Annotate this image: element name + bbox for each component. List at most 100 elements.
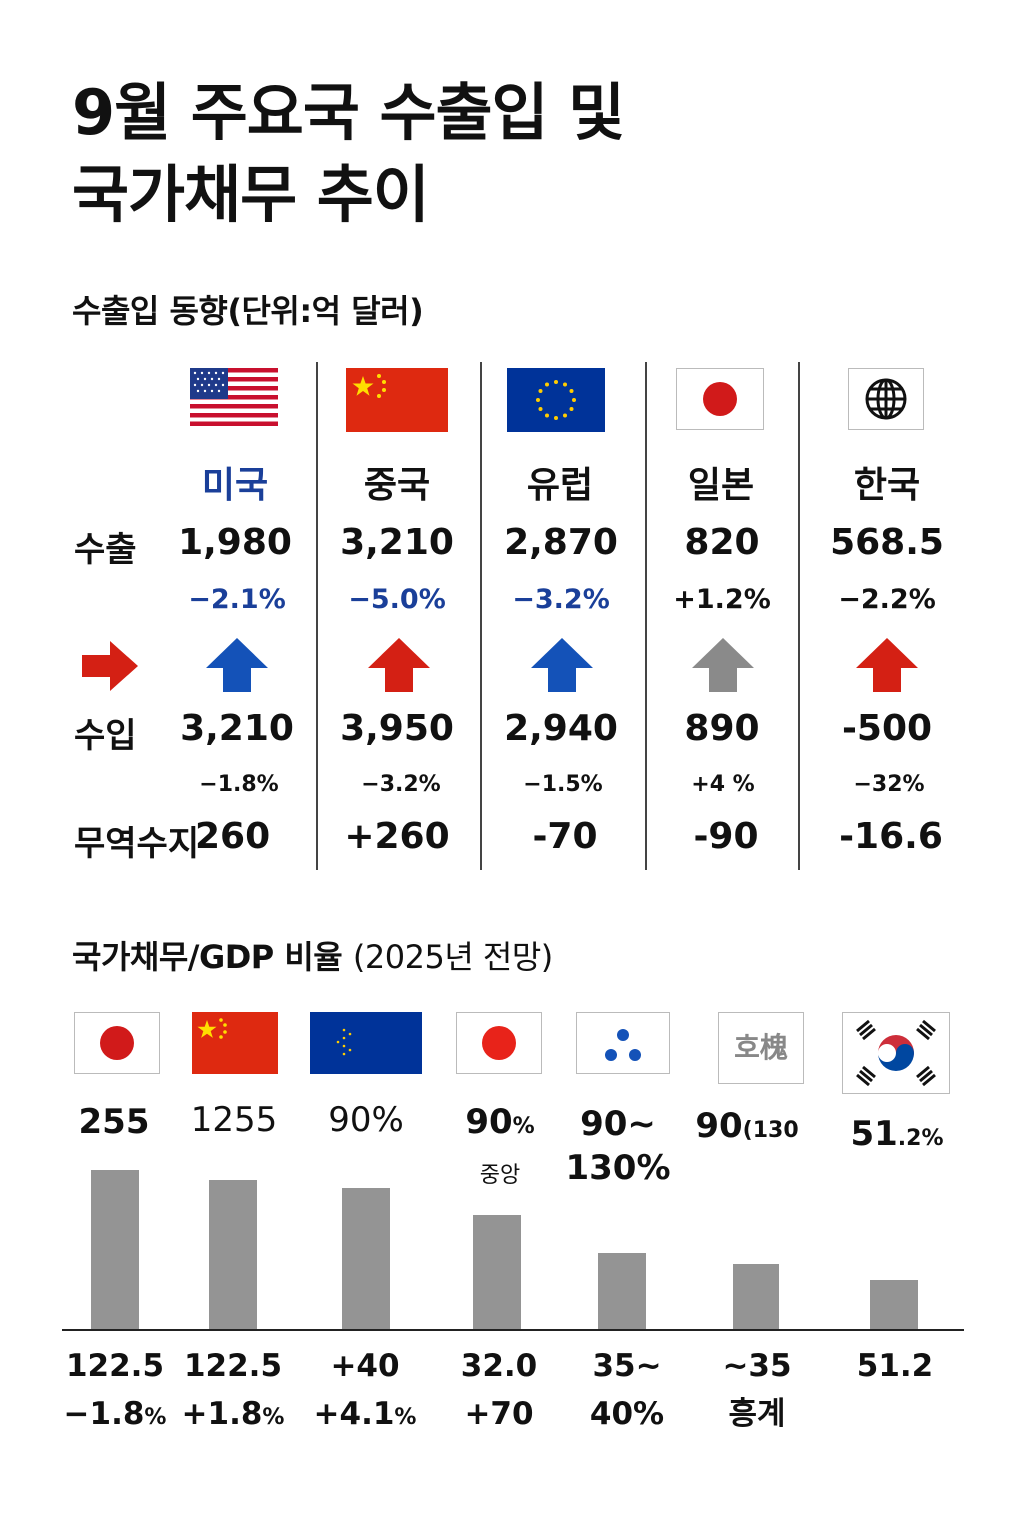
import-value: -500: [841, 708, 933, 749]
column-divider: [798, 362, 800, 870]
import-row-label: 수입: [74, 716, 137, 756]
label-small: (130: [742, 1118, 799, 1143]
china-flag: [192, 1012, 278, 1074]
debt-bottom-label: +40 +4.1%: [290, 1342, 440, 1442]
label-main: 1255: [190, 1100, 278, 1140]
debt-top-label: 90~ 130%: [548, 1102, 688, 1190]
export-change: −3.2%: [512, 584, 610, 615]
import-change: −3.2%: [361, 772, 441, 797]
label-line1: +40: [330, 1348, 400, 1384]
column-divider: [316, 362, 318, 870]
country-name-eu: 유럽: [526, 465, 594, 506]
dots-logo: [576, 1012, 670, 1074]
japan-flag: [74, 1012, 160, 1074]
label-main: 90%: [328, 1100, 404, 1140]
export-change: −5.0%: [348, 584, 446, 615]
korea-flag: [842, 1012, 950, 1094]
import-value: 3,210: [180, 708, 294, 749]
chart-baseline: [62, 1329, 964, 1331]
column-divider: [480, 362, 482, 870]
country-name-japan: 일본: [687, 465, 755, 506]
export-change: +1.2%: [673, 584, 771, 615]
label-line2: +1.8: [181, 1396, 263, 1432]
country-name-china: 중국: [363, 465, 431, 506]
country-name-us: 미국: [201, 465, 269, 506]
page-title: 9월 주요국 수출입 및 국가채무 추이: [72, 72, 625, 236]
debt-bottom-label: 122.5 +1.8%: [158, 1342, 308, 1442]
debt-ratio-bar: [733, 1264, 779, 1329]
label-main: 90~: [580, 1104, 656, 1144]
column-divider: [645, 362, 647, 870]
up-arrow-icon: [692, 638, 754, 692]
label-main: 51: [850, 1114, 898, 1154]
balance-value: -16.6: [839, 816, 943, 857]
debt-heading-text: 국가채무/GDP 비율: [72, 938, 343, 976]
label-line1: 122.5: [65, 1348, 165, 1384]
label-line2: +70: [464, 1396, 534, 1432]
country-name-korea: 한국: [853, 465, 921, 506]
debt-top-label: 90%: [296, 1098, 436, 1142]
title-line-1: 9월 주요국 수출입 및: [72, 76, 625, 149]
export-row-label: 수출: [74, 530, 137, 570]
label-line1: ~35: [722, 1348, 792, 1384]
label-line2: 흥계: [728, 1396, 786, 1432]
up-arrow-icon: [531, 638, 593, 692]
debt-bottom-label: 32.0 +70: [424, 1342, 574, 1438]
up-arrow-icon: [206, 638, 268, 692]
export-value: 820: [684, 522, 760, 563]
label-second: 중앙: [479, 1163, 521, 1188]
debt-top-label: 90% 중앙: [430, 1100, 570, 1198]
debt-bottom-label: ~35 흥계: [682, 1342, 832, 1438]
debt-ratio-bar: [598, 1253, 646, 1329]
right-arrow-icon: [82, 641, 138, 691]
label-main: 90: [695, 1106, 743, 1146]
label-main: 255: [78, 1102, 150, 1142]
label-line2: 40%: [589, 1396, 665, 1432]
debt-top-label: 90(130: [672, 1104, 822, 1153]
debt-heading-note: (2025년 전망): [352, 938, 553, 976]
eu-flag: [310, 1012, 422, 1074]
export-value: 1,980: [178, 522, 292, 563]
us-flag: [190, 368, 278, 426]
label-small: %: [512, 1114, 535, 1139]
import-value: 890: [684, 708, 760, 749]
export-change: −2.2%: [838, 584, 936, 615]
label-line2-small: %: [144, 1405, 167, 1430]
china-flag: [346, 368, 448, 432]
label-line1: 122.5: [183, 1348, 283, 1384]
text-logo: 호槐: [718, 1012, 804, 1084]
import-value: 3,950: [340, 708, 454, 749]
export-change: −2.1%: [188, 584, 286, 615]
balance-value: +260: [344, 816, 450, 857]
export-value: 2,870: [504, 522, 618, 563]
debt-ratio-bar: [209, 1180, 257, 1329]
label-line2-small: %: [394, 1405, 417, 1430]
import-change: −1.8%: [199, 772, 279, 797]
label-second: 130%: [565, 1148, 671, 1188]
japan-flag: [676, 368, 764, 430]
up-arrow-icon: [368, 638, 430, 692]
debt-ratio-bar: [473, 1215, 521, 1329]
japan-flag: [456, 1012, 542, 1074]
title-line-2: 국가채무 추이: [72, 158, 430, 231]
balance-value: -70: [532, 816, 598, 857]
globe-icon: [848, 368, 924, 430]
label-line2-small: %: [262, 1405, 285, 1430]
eu-flag: [507, 368, 605, 432]
debt-ratio-bar: [342, 1188, 390, 1329]
import-change: +4 %: [691, 772, 755, 797]
import-change: −1.5%: [523, 772, 603, 797]
debt-bottom-label: 51.2: [820, 1342, 970, 1390]
label-line1: 51.2: [856, 1348, 934, 1384]
debt-top-label: 255: [44, 1100, 184, 1144]
label-small: .2%: [897, 1126, 944, 1151]
import-value: 2,940: [504, 708, 618, 749]
balance-value: -90: [693, 816, 759, 857]
debt-ratio-bar: [870, 1280, 918, 1329]
import-change: −32%: [853, 772, 925, 797]
balance-row-label: 무역수지: [74, 824, 200, 864]
label-line2: −1.8: [63, 1396, 145, 1432]
balance-value: 260: [195, 816, 271, 857]
label-line1: 35~: [592, 1348, 662, 1384]
debt-bottom-label: 122.5 −1.8%: [40, 1342, 190, 1442]
